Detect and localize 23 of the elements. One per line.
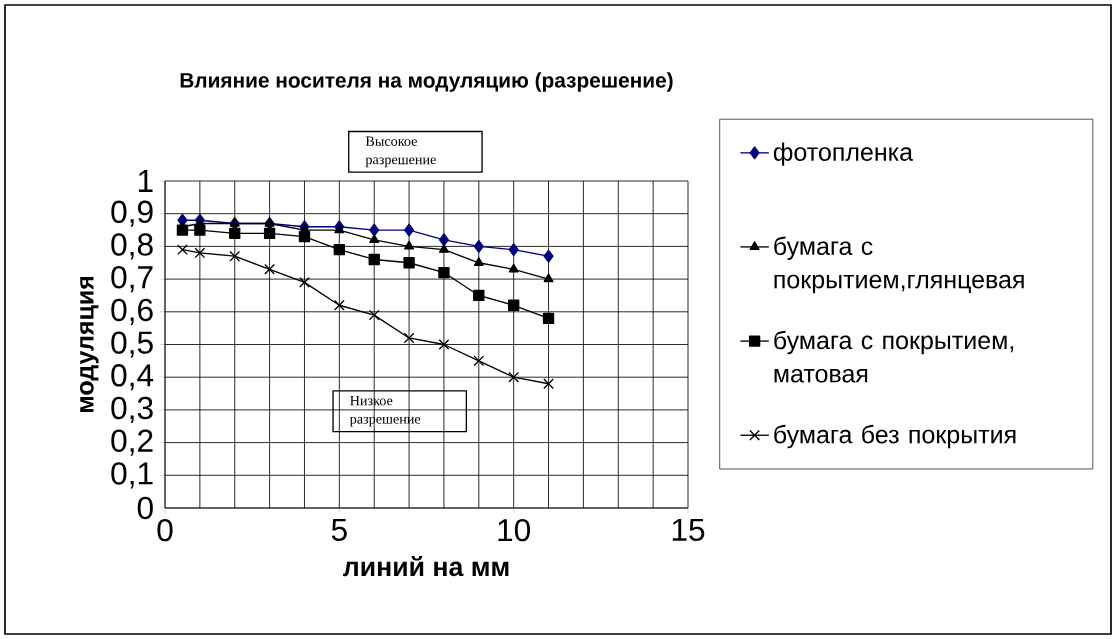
legend-label: бумага с покрытием, матовая — [774, 330, 1014, 383]
chart-title: Влияние носителя на модуляцию (разрешение) — [180, 72, 673, 92]
x-axis-title: линий на мм — [343, 556, 509, 577]
legend-label: бумага без покрытия — [774, 424, 1016, 449]
text: Высокое разрешение — [365, 136, 436, 168]
y-tick-label: 0,8 — [111, 233, 153, 260]
y-tick-label: 0,2 — [111, 429, 153, 456]
legend-label: бумага с покрытием,глянцевая — [774, 236, 1024, 294]
y-axis-title: модуляция — [80, 276, 99, 413]
x-tick-label: 0 — [157, 518, 173, 542]
x-tick-label: 15 — [672, 518, 705, 541]
y-tick-label: 0,1 — [111, 462, 153, 489]
y-tick-label: 0,3 — [111, 396, 153, 423]
y-tick-label: 0,6 — [111, 298, 153, 325]
y-tick-label: 1 — [138, 170, 153, 192]
y-tick-label: 0 — [137, 496, 153, 520]
x-tick-label: 10 — [498, 518, 531, 542]
y-tick-label: 0,7 — [111, 266, 153, 293]
y-tick-label: 0,9 — [111, 200, 153, 227]
legend-label: фотопленка — [773, 142, 914, 166]
y-tick-label: 0,4 — [111, 364, 154, 391]
x-tick-label: 5 — [331, 518, 347, 541]
y-tick-label: 0,5 — [111, 331, 153, 358]
